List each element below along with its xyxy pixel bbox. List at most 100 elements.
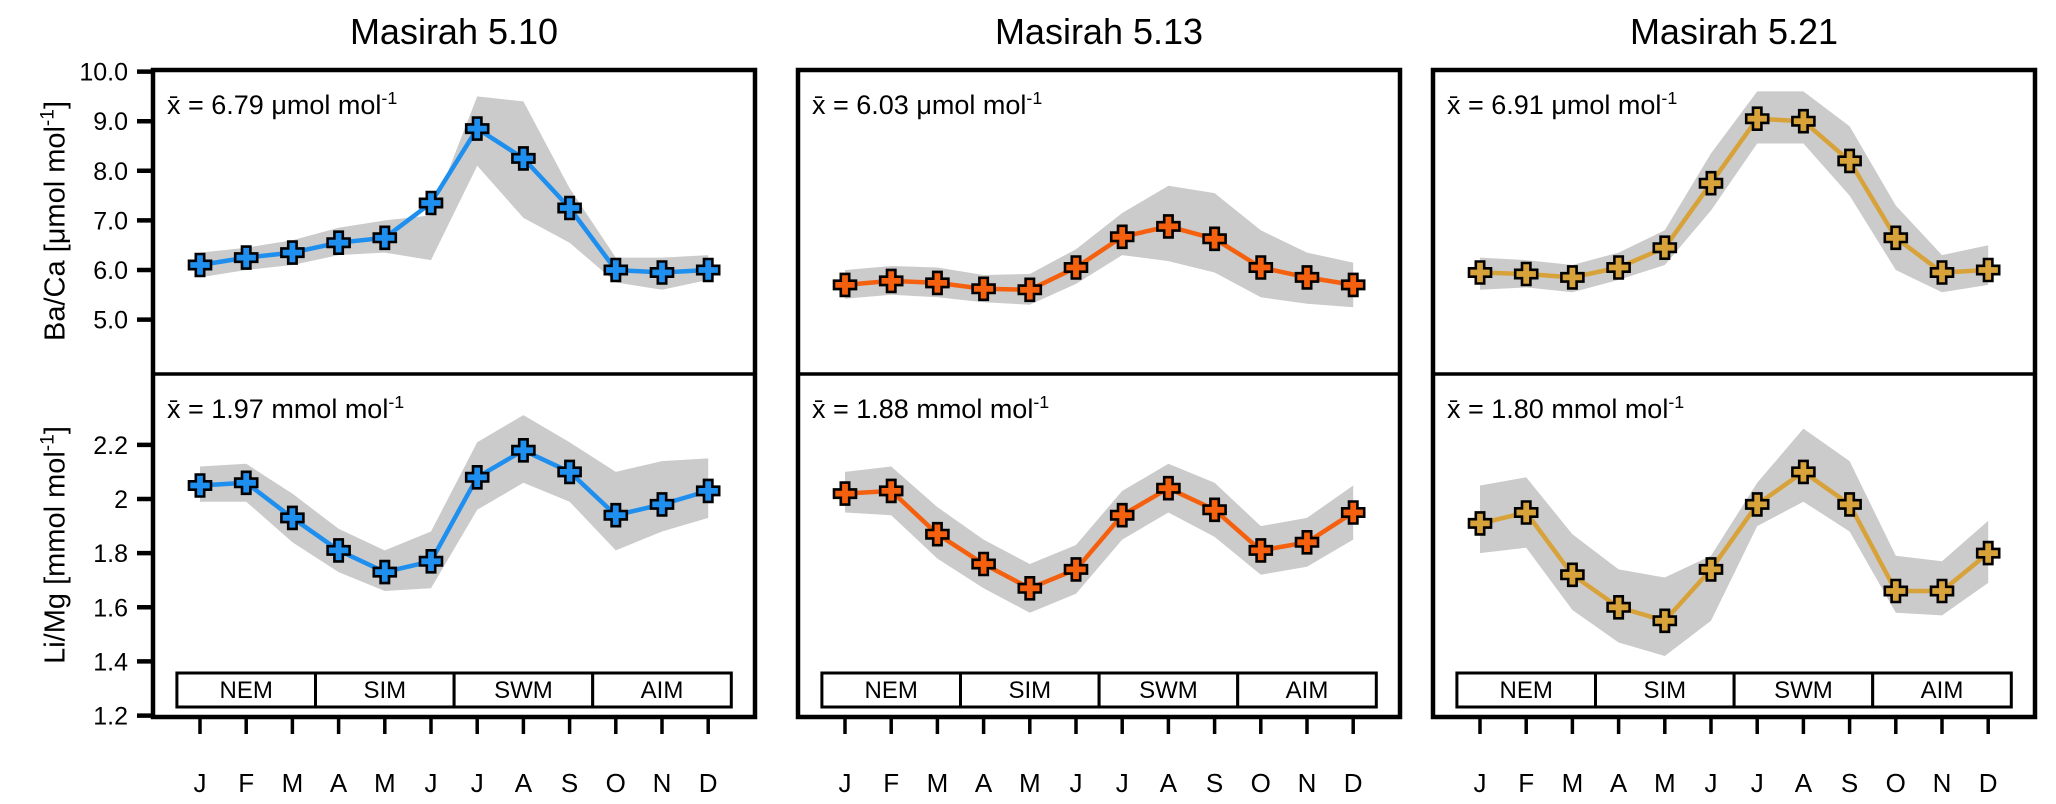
data-point-marker <box>1202 497 1227 523</box>
month-label: S <box>1841 768 1858 798</box>
month-label: J <box>194 768 207 798</box>
y-axis-label-ba-ca-text: Ba/Ca [μmol mol <box>39 126 72 342</box>
data-point-marker <box>418 190 444 216</box>
month-label: F <box>883 768 899 798</box>
data-point-marker <box>1698 557 1724 582</box>
month-label: O <box>1251 768 1271 798</box>
data-point-marker <box>603 257 629 283</box>
data-point-marker <box>649 260 675 285</box>
month-label: D <box>1979 768 1998 798</box>
data-point-marker <box>464 116 490 141</box>
mean-annotation-baca-510: x̄ = 6.79 μmol mol-1 <box>167 88 397 121</box>
season-box <box>452 671 595 709</box>
mean-annotation-baca-521: x̄ = 6.91 μmol mol-1 <box>1447 88 1677 121</box>
data-point-marker <box>1560 265 1585 290</box>
season-box <box>1455 671 1598 709</box>
season-label: SIM <box>1643 677 1686 704</box>
month-label: M <box>1562 768 1584 798</box>
data-point-marker <box>464 464 490 490</box>
data-point-marker <box>1837 148 1862 174</box>
season-label: SWM <box>1774 677 1833 704</box>
month-label: J <box>1705 768 1718 798</box>
season-box <box>175 671 317 709</box>
season-box <box>1236 671 1378 709</box>
mean-annotation-limg-513: x̄ = 1.88 mmol mol-1 <box>812 392 1049 425</box>
y-tick-label: 9.0 <box>93 108 128 136</box>
data-point-marker <box>1294 265 1320 290</box>
month-label: A <box>975 768 993 798</box>
panel-title-masirah-5-13: Masirah 5.13 <box>994 11 1204 52</box>
data-point-marker <box>187 252 213 278</box>
mean-annotation-text: x̄ = 6.91 μmol mol <box>1447 90 1662 120</box>
data-point-marker <box>1652 608 1678 634</box>
y-axis-label-li-mg: Li/Mg [mmol mol-1] <box>38 426 73 664</box>
month-label: A <box>1610 768 1628 798</box>
data-point-marker <box>1513 500 1539 525</box>
data-point-marker <box>1340 500 1366 525</box>
month-label: N <box>653 768 672 798</box>
y-axis-label-ba-ca-sup: -1 <box>37 109 59 127</box>
data-point-marker <box>1606 594 1631 620</box>
data-point-marker <box>511 146 536 171</box>
mean-annotation-text: x̄ = 1.88 mmol mol <box>812 394 1034 424</box>
month-label: A <box>1795 768 1813 798</box>
data-point-marker <box>1929 260 1955 285</box>
y-tick-label: 10.0 <box>79 59 128 87</box>
data-point-marker <box>971 551 996 577</box>
y-tick-label: 1.8 <box>93 540 128 568</box>
y-axis-label-li-mg-text: Li/Mg [mmol mol <box>39 451 72 664</box>
month-label: A <box>515 768 533 798</box>
month-label: A <box>330 768 348 798</box>
mean-annotation-text: x̄ = 1.80 mmol mol <box>1447 394 1669 424</box>
data-point-marker <box>1652 235 1678 260</box>
data-point-marker <box>1156 214 1181 239</box>
mean-annotation-sup: -1 <box>1668 392 1685 412</box>
data-point-marker <box>372 559 398 585</box>
data-point-marker <box>603 502 629 528</box>
y-tick-label: 6.0 <box>93 257 128 285</box>
data-point-marker <box>1017 575 1043 601</box>
season-label: SWM <box>494 677 553 704</box>
confidence-band <box>1480 428 1989 656</box>
month-label: J <box>1751 768 1764 798</box>
season-label: SIM <box>363 677 406 704</box>
y-tick-label: 1.4 <box>93 648 128 676</box>
data-point-marker <box>649 492 675 517</box>
data-point-marker <box>925 521 950 547</box>
data-point-marker <box>1294 529 1320 555</box>
month-label: J <box>1474 768 1487 798</box>
y-axis-label-li-mg-close: ] <box>39 426 72 435</box>
data-point-marker <box>1883 225 1909 251</box>
mean-annotation-sup: -1 <box>388 392 405 412</box>
mean-annotation-sup: -1 <box>1661 88 1678 108</box>
data-point-marker <box>233 245 259 270</box>
season-box <box>820 671 963 709</box>
data-point-marker <box>695 257 721 283</box>
panel-title-masirah-5-21: Masirah 5.21 <box>1629 11 1839 52</box>
month-label: S <box>1206 768 1223 798</box>
y-axis-label-ba-ca: Ba/Ca [μmol mol-1] <box>38 101 73 341</box>
mean-annotation-sup: -1 <box>381 88 398 108</box>
season-box <box>591 671 733 709</box>
month-label: J <box>425 768 438 798</box>
data-point-marker <box>925 270 950 296</box>
data-point-marker <box>187 473 213 498</box>
month-label: D <box>1344 768 1363 798</box>
panel-border <box>1430 67 2038 720</box>
season-label: AIM <box>1286 677 1329 704</box>
data-point-marker <box>280 505 305 531</box>
data-point-marker <box>233 470 259 496</box>
panel-border <box>795 67 1403 720</box>
data-point-marker <box>280 240 305 265</box>
month-label: O <box>1886 768 1906 798</box>
season-box <box>1594 671 1736 709</box>
month-label: J <box>1070 768 1083 798</box>
season-label: NEM <box>865 677 918 704</box>
season-label: SIM <box>1008 677 1051 704</box>
data-point-marker <box>832 272 858 298</box>
data-point-marker <box>1837 492 1862 517</box>
data-point-marker <box>1883 578 1909 604</box>
data-point-marker <box>1513 261 1539 287</box>
